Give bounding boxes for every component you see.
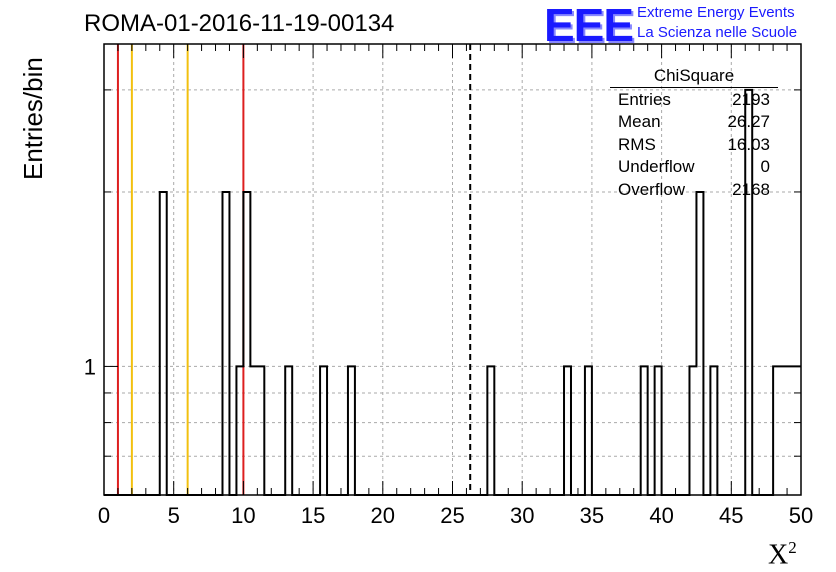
histogram-bin: [257, 366, 264, 495]
histogram-bin: [773, 366, 780, 495]
eee-logo-line1: Extreme Energy Events: [637, 4, 795, 21]
histogram-bin: [655, 366, 662, 495]
histogram-bin: [564, 366, 571, 495]
histogram-bin: [641, 366, 648, 495]
histogram-bin: [222, 192, 229, 495]
tick-marks: [103, 44, 802, 496]
stats-label: Overflow: [618, 179, 686, 199]
y-tick-label: 1: [84, 354, 96, 379]
x-axis-title: X2: [768, 538, 797, 571]
x-tick-label: 0: [98, 503, 110, 528]
stats-value: 16.03: [727, 134, 770, 154]
stats-row-overflow: Overflow 2168: [610, 179, 778, 201]
x-tick-label: 10: [231, 503, 255, 528]
histogram-bin: [585, 366, 592, 495]
histogram-bin: [320, 366, 327, 495]
histogram-bin: [160, 192, 167, 495]
stats-label: Underflow: [618, 157, 695, 177]
histogram-bin: [250, 366, 257, 495]
x-tick-label: 50: [789, 503, 813, 528]
histogram-bin: [689, 366, 696, 495]
stats-row-underflow: Underflow 0: [610, 156, 778, 178]
stats-value: 0: [760, 157, 770, 177]
stats-box: ChiSquare Entries 2193 Mean 26.27 RMS 16.03…: [610, 66, 778, 201]
tick-labels: 0 5 10 15 20 25 30 35 40 45 50 1: [84, 354, 813, 528]
stats-title: ChiSquare: [610, 66, 778, 88]
x-tick-label: 25: [440, 503, 464, 528]
x-tick-label: 45: [719, 503, 743, 528]
x-tick-label: 20: [371, 503, 395, 528]
stats-row-entries: Entries 2193: [610, 89, 778, 111]
x-tick-label: 40: [649, 503, 673, 528]
histogram-bin: [696, 192, 703, 495]
x-tick-label: 5: [168, 503, 180, 528]
marker-lines: [116, 44, 472, 495]
x-tick-label: 35: [580, 503, 604, 528]
histogram-bin: [710, 366, 717, 495]
x-axis-title-sup: 2: [788, 538, 797, 557]
histogram-bin: [285, 366, 292, 495]
stats-row-rms: RMS 16.03: [610, 134, 778, 156]
run-title: ROMA-01-2016-11-19-00134: [84, 10, 395, 37]
x-tick-label: 30: [510, 503, 534, 528]
histogram-bin: [787, 366, 794, 495]
x-tick-label: 15: [301, 503, 325, 528]
stats-row-mean: Mean 26.27: [610, 111, 778, 133]
histogram-bin: [236, 366, 243, 495]
eee-logo: EEE: [544, 0, 634, 51]
histogram-bin: [780, 366, 787, 495]
eee-logo-line2: La Scienza nelle Scuole: [637, 24, 798, 41]
histogram-bin: [794, 366, 801, 495]
histogram-bin: [487, 366, 494, 495]
stats-label: Entries: [618, 90, 671, 109]
stats-value: 2193: [732, 90, 770, 109]
histogram-bin: [243, 192, 250, 495]
stats-label: RMS: [618, 134, 656, 154]
histogram-bin: [348, 366, 355, 495]
stats-label: Mean: [618, 112, 661, 132]
x-axis-title-base: X: [768, 539, 789, 571]
stats-value: 26.27: [727, 112, 770, 132]
stats-value: 2168: [732, 179, 770, 199]
